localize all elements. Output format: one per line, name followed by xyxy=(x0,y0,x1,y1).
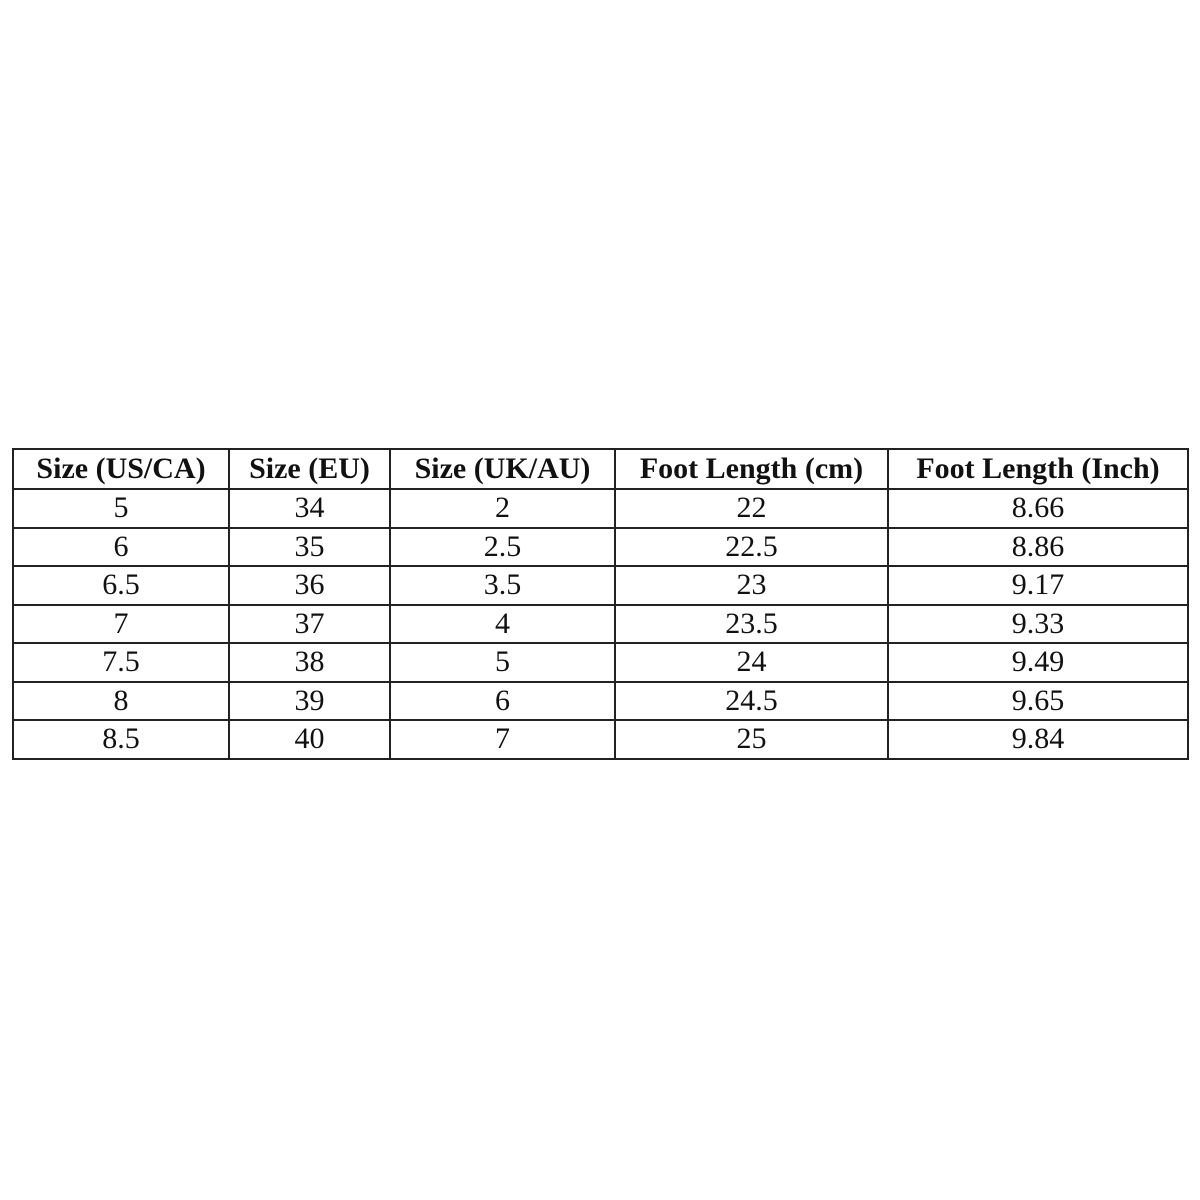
table-cell: 36 xyxy=(228,565,391,606)
table-cell: 9.49 xyxy=(887,642,1189,683)
table-cell: 8.5 xyxy=(12,719,230,760)
table-cell: 9.65 xyxy=(887,680,1189,721)
table-cell: 3.5 xyxy=(389,565,616,606)
table-cell: 23 xyxy=(614,565,889,606)
table-row: 8 39 6 24.5 9.65 xyxy=(12,680,1189,721)
table-cell: 7 xyxy=(12,603,230,644)
table-cell: 6.5 xyxy=(12,565,230,606)
table-cell: 5 xyxy=(389,642,616,683)
table-cell: 34 xyxy=(228,488,391,529)
table-cell: 2 xyxy=(389,488,616,529)
table-cell: 9.33 xyxy=(887,603,1189,644)
table-cell: 4 xyxy=(389,603,616,644)
header-cell: Size (EU) xyxy=(228,448,391,490)
header-cell: Foot Length (Inch) xyxy=(887,448,1189,490)
table-row: 7 37 4 23.5 9.33 xyxy=(12,603,1189,644)
table-cell: 8.66 xyxy=(887,488,1189,529)
table-cell: 38 xyxy=(228,642,391,683)
header-cell: Size (US/CA) xyxy=(12,448,230,490)
table-row: 8.5 40 7 25 9.84 xyxy=(12,719,1189,760)
table-cell: 35 xyxy=(228,526,391,567)
table-cell: 7.5 xyxy=(12,642,230,683)
table-cell: 22 xyxy=(614,488,889,529)
table-cell: 2.5 xyxy=(389,526,616,567)
table-cell: 23.5 xyxy=(614,603,889,644)
size-table: Size (US/CA) Size (EU) Size (UK/AU) Foot Le… xyxy=(12,448,1189,760)
table-cell: 9.84 xyxy=(887,719,1189,760)
table-cell: 5 xyxy=(12,488,230,529)
header-cell: Foot Length (cm) xyxy=(614,448,889,490)
table-cell: 6 xyxy=(389,680,616,721)
table-row: 5 34 2 22 8.66 xyxy=(12,488,1189,529)
table-cell: 6 xyxy=(12,526,230,567)
table-cell: 37 xyxy=(228,603,391,644)
table-row: 6.5 36 3.5 23 9.17 xyxy=(12,565,1189,606)
table-cell: 25 xyxy=(614,719,889,760)
table-cell: 7 xyxy=(389,719,616,760)
table-cell: 22.5 xyxy=(614,526,889,567)
header-row: Size (US/CA) Size (EU) Size (UK/AU) Foot Le… xyxy=(12,448,1189,490)
table-cell: 24 xyxy=(614,642,889,683)
table-cell: 40 xyxy=(228,719,391,760)
table-cell: 9.17 xyxy=(887,565,1189,606)
header-cell: Size (UK/AU) xyxy=(389,448,616,490)
table-cell: 39 xyxy=(228,680,391,721)
table-row: 7.5 38 5 24 9.49 xyxy=(12,642,1189,683)
table-cell: 8 xyxy=(12,680,230,721)
table-body: 5 34 2 22 8.66 6 35 2.5 22.5 8.86 6.5 36 3.5 23 9.17 7 3… xyxy=(12,488,1189,760)
table-row: 6 35 2.5 22.5 8.86 xyxy=(12,526,1189,567)
table-cell: 24.5 xyxy=(614,680,889,721)
table-cell: 8.86 xyxy=(887,526,1189,567)
